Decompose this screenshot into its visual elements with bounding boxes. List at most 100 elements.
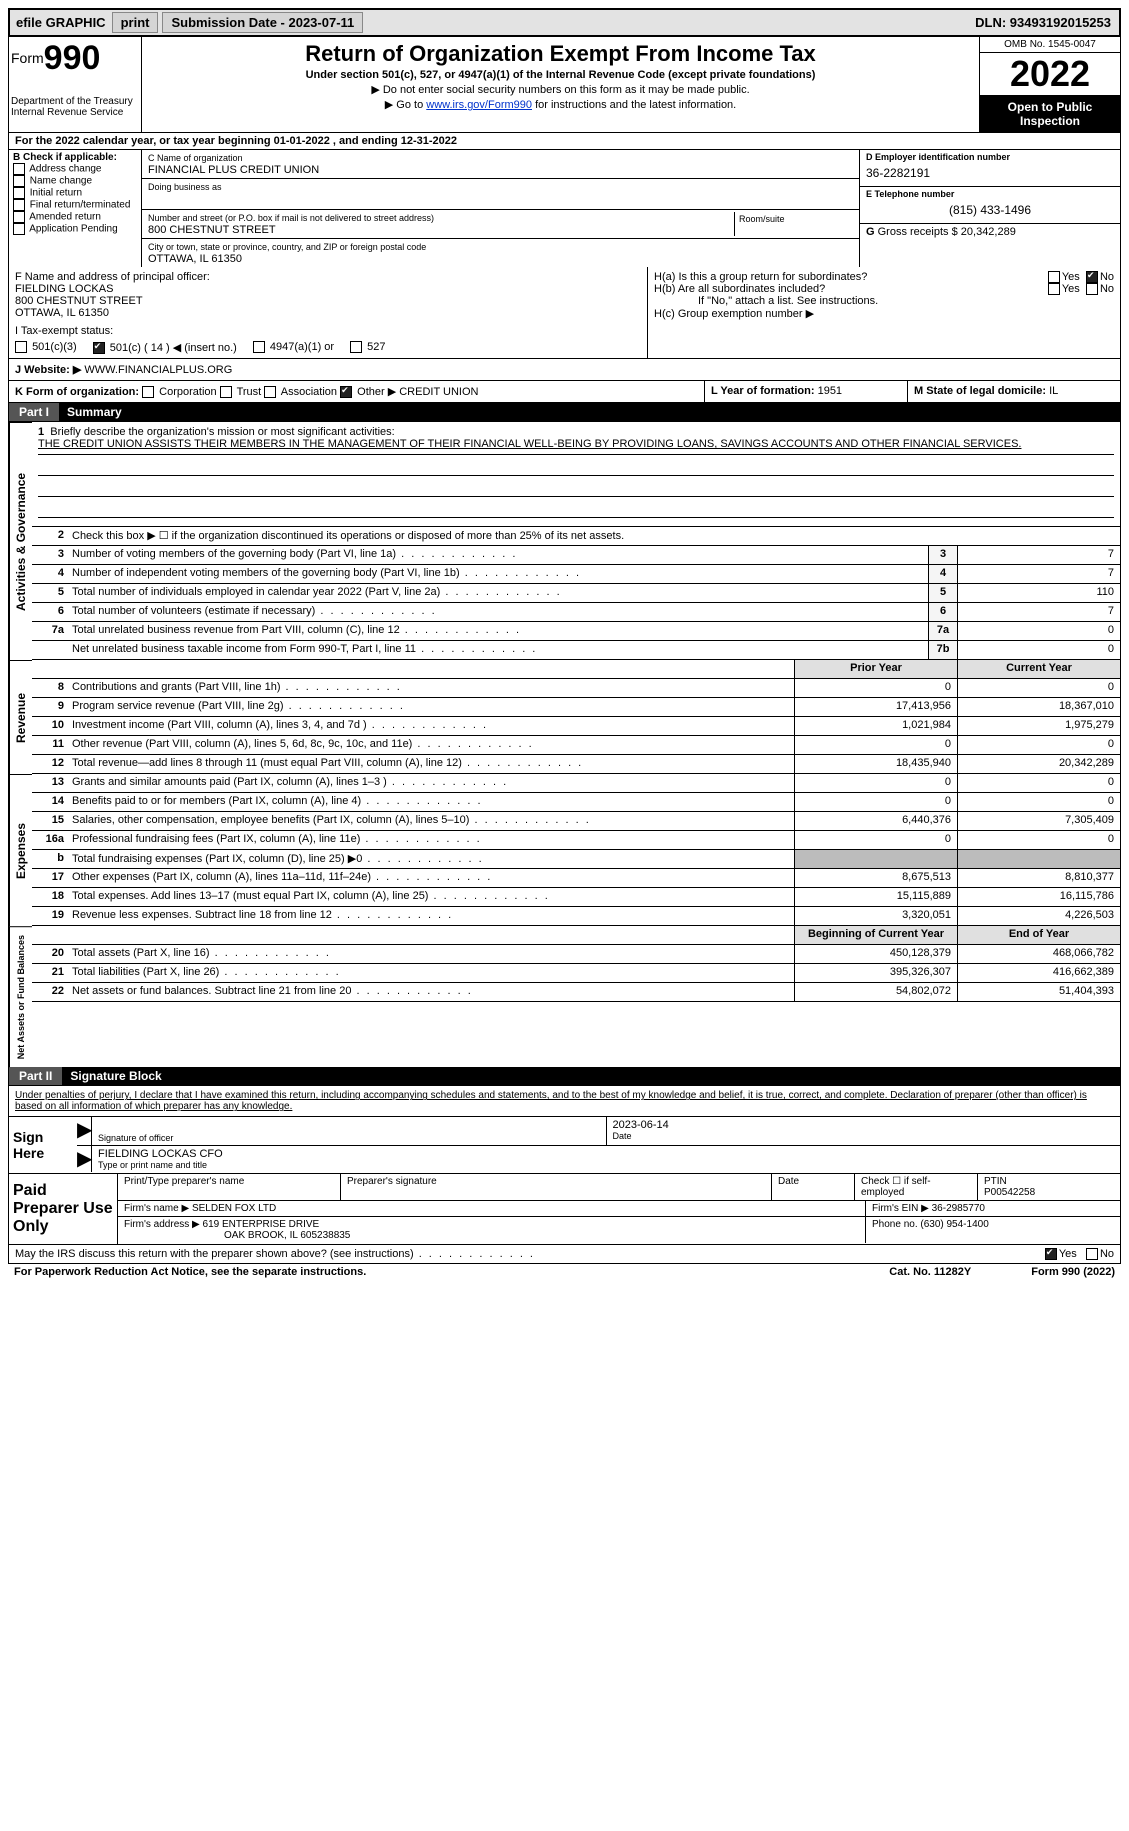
b-check-item: Final return/terminated [13,199,137,211]
col-defg: D Employer identification number 36-2282… [859,150,1120,267]
side-expenses: Expenses [9,774,32,926]
address-box: Number and street (or P.O. box if mail i… [142,210,859,239]
form-subtitle: Under section 501(c), 527, or 4947(a)(1)… [150,69,971,81]
checkbox-501c3[interactable] [15,341,27,353]
paid-preparer-block: Paid Preparer Use Only Print/Type prepar… [8,1174,1121,1245]
irs-link[interactable]: www.irs.gov/Form990 [426,99,532,111]
checkbox[interactable] [13,211,25,223]
discuss-yes[interactable] [1045,1248,1057,1260]
side-net-assets: Net Assets or Fund Balances [9,926,32,1067]
col-c: C Name of organization FINANCIAL PLUS CR… [142,150,859,267]
checkbox[interactable] [13,223,25,235]
ein-label: D Employer identification number [866,152,1114,162]
summary-line: 4Number of independent voting members of… [32,565,1120,584]
form-header: Form990 Department of the Treasury Inter… [8,37,1121,133]
hb-no[interactable] [1086,283,1098,295]
k-label: K Form of organization: [15,386,139,398]
org-name: FINANCIAL PLUS CREDIT UNION [148,164,319,176]
b-header: B Check if applicable: [13,152,137,163]
self-employed-label: Check ☐ if self-employed [855,1174,978,1200]
header-right: OMB No. 1545-0047 2022 Open to Public In… [979,37,1120,132]
m-label: M State of legal domicile: [914,385,1046,397]
checkbox-501c[interactable] [93,342,105,354]
column-header-row: Beginning of Current YearEnd of Year [32,926,1120,945]
part-2-num: Part II [9,1067,62,1085]
dln-label: DLN: 93493192015253 [975,15,1117,30]
k-other[interactable] [340,386,352,398]
sign-here-label: Sign Here [9,1117,77,1173]
arrow-icon: ▶ [77,1146,92,1172]
city-value: OTTAWA, IL 61350 [148,253,242,265]
dba-box: Doing business as [142,179,859,210]
hc-label: H(c) Group exemption number ▶ [654,307,814,320]
b-check-item: Application Pending [13,223,137,235]
checkbox[interactable] [13,163,25,175]
gross-receipts-box: G Gross receipts $ 20,342,289 [860,224,1120,240]
header-mid: Return of Organization Exempt From Incom… [142,37,979,132]
b-check-item: Name change [13,175,137,187]
section-bcdeg: B Check if applicable: Address change Na… [8,150,1121,267]
form-prefix: Form [11,50,44,66]
checkbox[interactable] [13,199,25,211]
k-other-value: CREDIT UNION [399,386,478,398]
k-corp[interactable] [142,386,154,398]
k-assoc[interactable] [264,386,276,398]
street-value: 800 CHESTNUT STREET [148,224,276,236]
ein-box: D Employer identification number 36-2282… [860,150,1120,187]
street-label: Number and street (or P.O. box if mail i… [148,213,434,223]
org-name-label: C Name of organization [148,153,243,163]
mission-label: Briefly describe the organization's miss… [50,426,394,438]
irs-discuss-row: May the IRS discuss this return with the… [8,1245,1121,1264]
firm-addr-2: OAK BROOK, IL 605238835 [124,1230,350,1241]
firm-addr-1: 619 ENTERPRISE DRIVE [203,1219,320,1230]
omb-number: OMB No. 1545-0047 [980,37,1120,53]
ha-yes[interactable] [1048,271,1060,283]
firm-name-label: Firm's name ▶ [124,1203,192,1214]
row-k: K Form of organization: Corporation Trus… [8,381,1121,403]
tax-year: 2022 [980,53,1120,96]
b-check-item: Initial return [13,187,137,199]
checkbox[interactable] [13,175,25,187]
ptin-label: PTIN [984,1176,1007,1187]
website-value: WWW.FINANCIALPLUS.ORG [81,364,232,376]
ha-no[interactable] [1086,271,1098,283]
summary-line: 15Salaries, other compensation, employee… [32,812,1120,831]
website-label: J Website: ▶ [15,364,81,376]
pra-notice: For Paperwork Reduction Act Notice, see … [14,1266,366,1278]
irs-discuss-question: May the IRS discuss this return with the… [15,1248,535,1260]
firm-ein-label: Firm's EIN ▶ [872,1203,932,1214]
k-trust[interactable] [220,386,232,398]
phone-label: E Telephone number [866,189,1114,199]
phone-box: E Telephone number (815) 433-1496 [860,187,1120,224]
l-value: 1951 [818,385,842,397]
declaration: Under penalties of perjury, I declare th… [8,1086,1121,1117]
dba-label: Doing business as [148,182,222,192]
summary-line: 22Net assets or fund balances. Subtract … [32,983,1120,1002]
form-number: 990 [44,39,101,78]
form-ref: Form 990 (2022) [1031,1266,1115,1278]
print-button[interactable]: print [112,12,159,33]
m-value: IL [1049,385,1058,397]
org-name-box: C Name of organization FINANCIAL PLUS CR… [142,150,859,179]
checkbox[interactable] [13,187,25,199]
part-2-title: Signature Block [70,1069,161,1083]
dept-label: Department of the Treasury Internal Reve… [11,96,135,118]
row-i-inline: I Tax-exempt status: [15,325,641,337]
sig-date-label: Date [613,1131,1115,1141]
checkbox-4947[interactable] [253,341,265,353]
side-activities: Activities & Governance [9,422,32,660]
summary-line: 20Total assets (Part X, line 16)450,128,… [32,945,1120,964]
submission-date-button[interactable]: Submission Date - 2023-07-11 [162,12,363,33]
checkbox-527[interactable] [350,341,362,353]
hb-yes[interactable] [1048,283,1060,295]
f-label: F Name and address of principal officer: [15,271,641,283]
row-a: For the 2022 calendar year, or tax year … [8,133,1121,150]
discuss-no[interactable] [1086,1248,1098,1260]
part-1-num: Part I [9,403,59,421]
officer-typed-name: FIELDING LOCKAS CFO [98,1148,1114,1160]
summary-line: 10Investment income (Part VIII, column (… [32,717,1120,736]
hb-label: H(b) Are all subordinates included? [654,283,914,295]
preparer-name-label: Print/Type preparer's name [118,1174,341,1200]
mission-value: THE CREDIT UNION ASSISTS THEIR MEMBERS I… [38,438,1114,455]
open-to-public: Open to Public Inspection [980,96,1120,132]
